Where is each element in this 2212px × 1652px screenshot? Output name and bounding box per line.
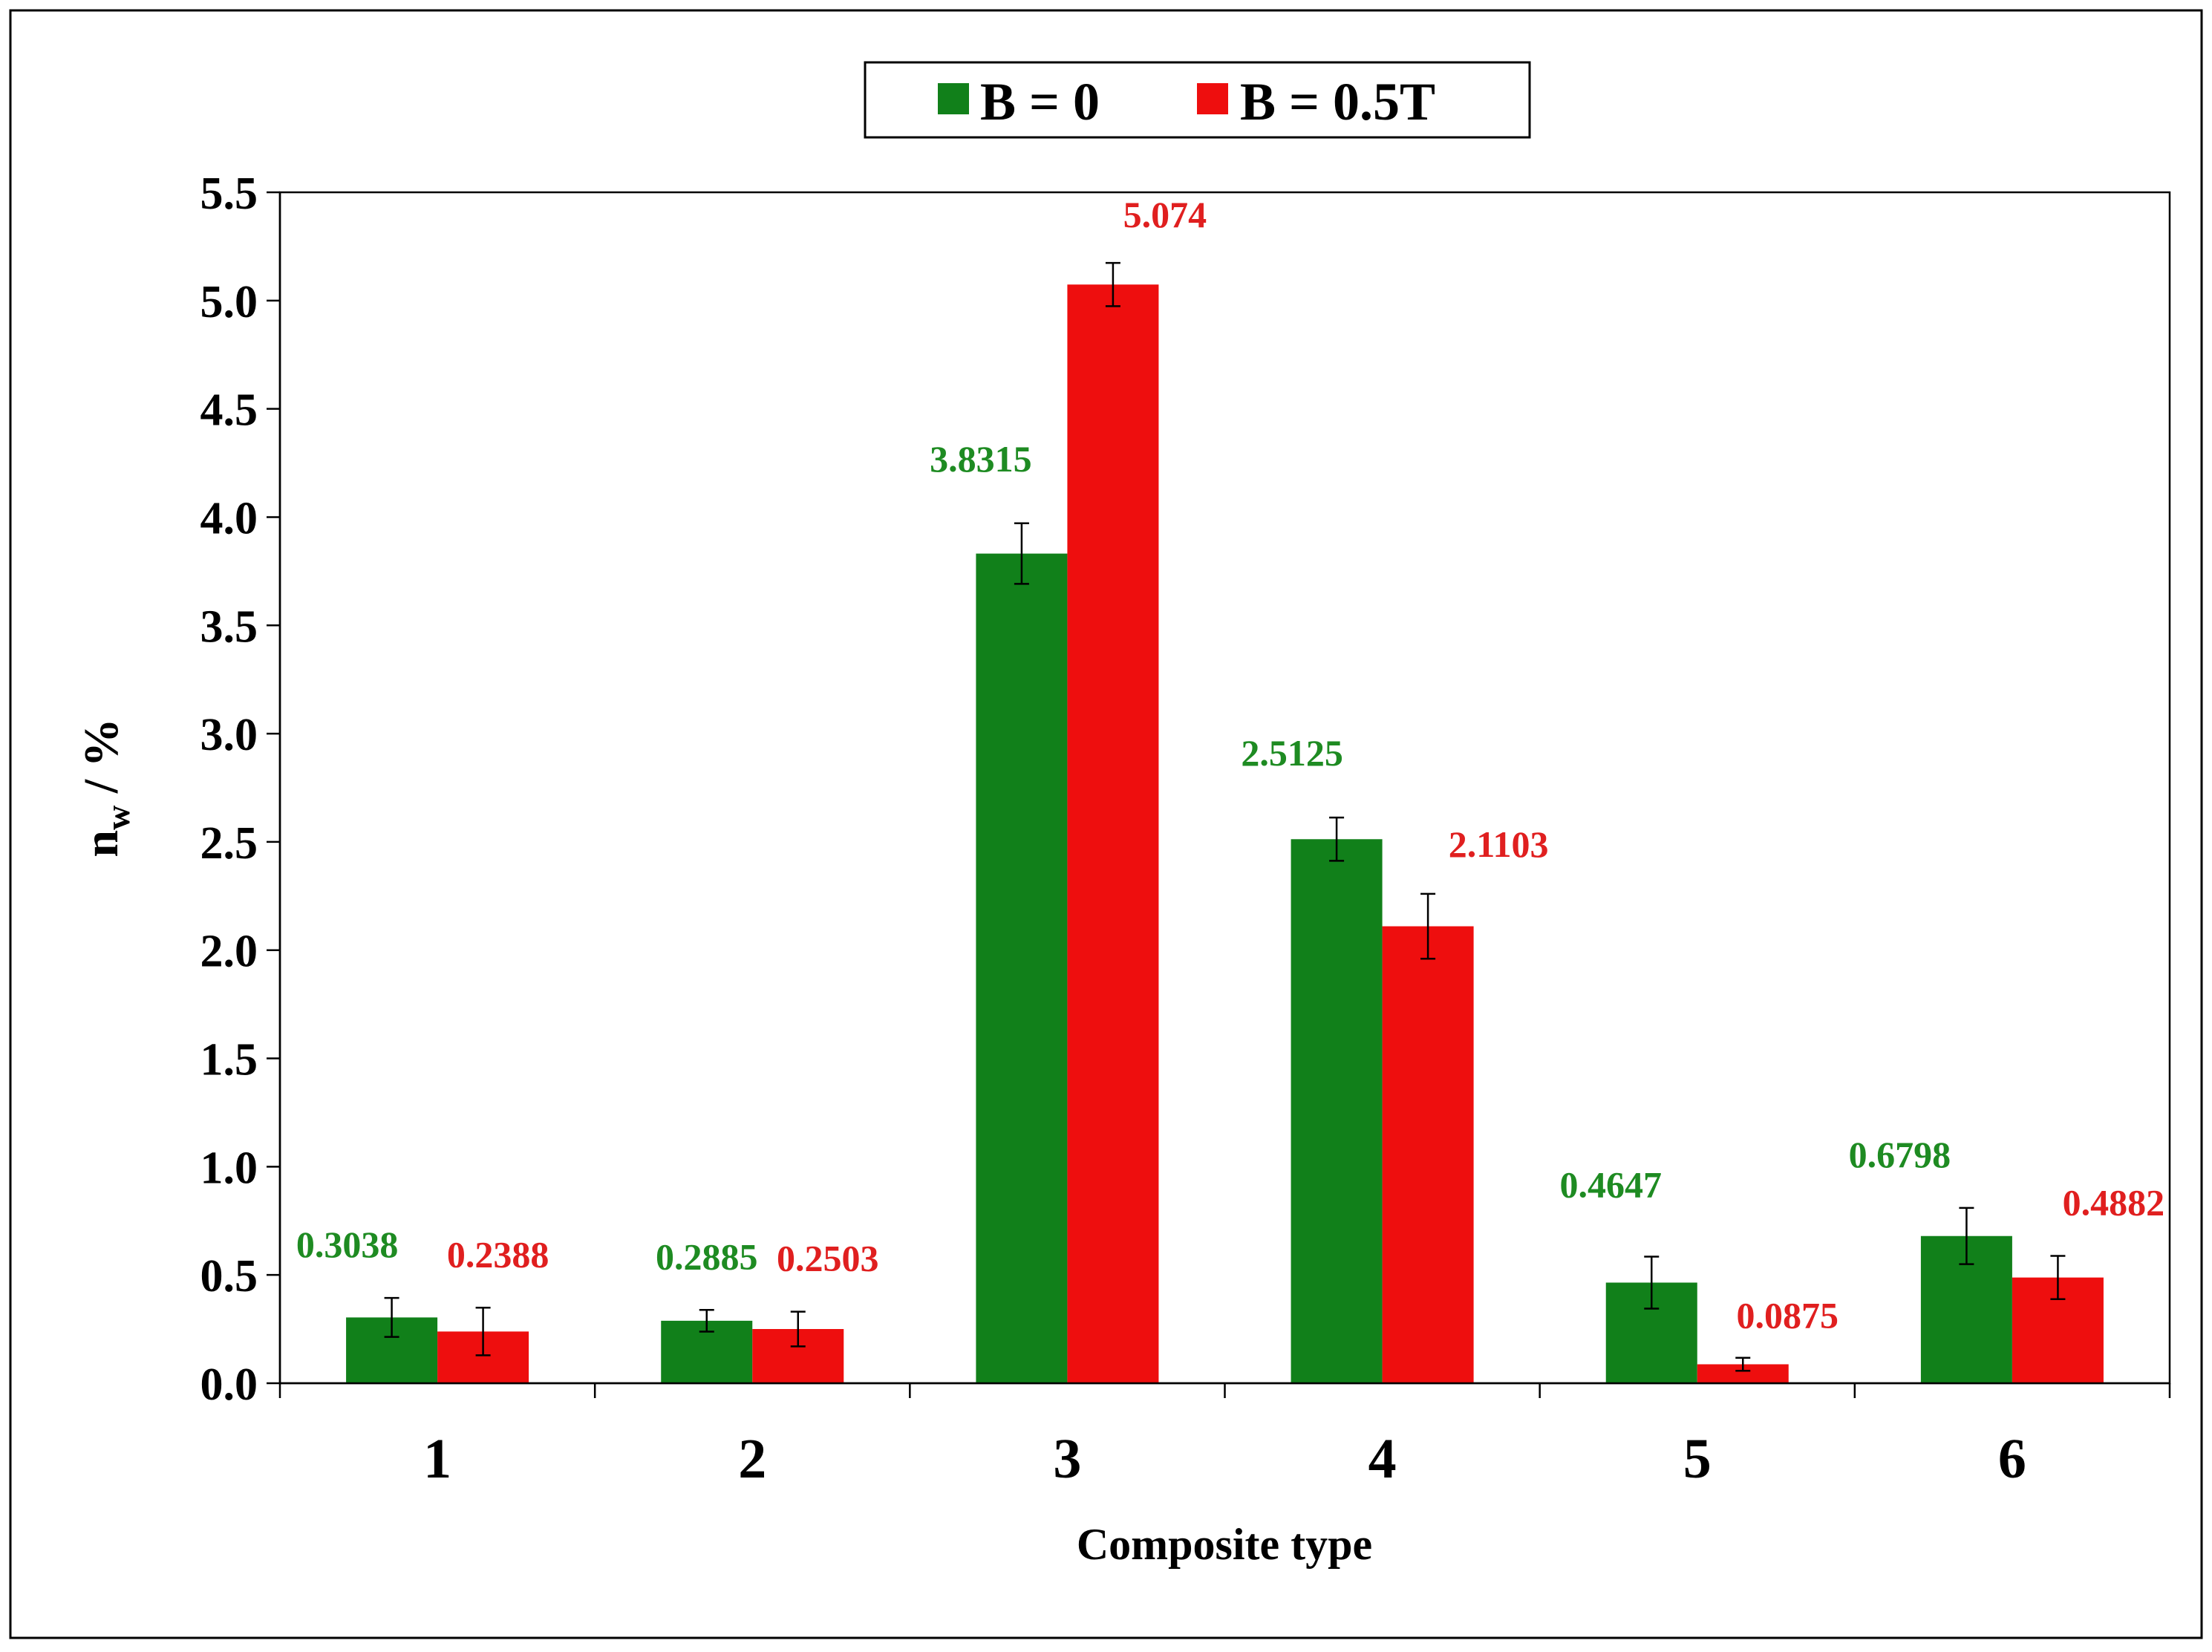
y-tick-label-6: 3.0 xyxy=(200,710,258,760)
data-label-s1-c2: 5.074 xyxy=(1123,194,1207,235)
data-label-s1-c0: 0.2388 xyxy=(447,1233,549,1275)
legend-label-1: B = 0.5T xyxy=(1240,72,1435,131)
x-tick-label-5: 6 xyxy=(1998,1428,2026,1490)
legend-label-0: B = 0 xyxy=(980,72,1100,131)
data-label-s0-c0: 0.3038 xyxy=(296,1224,399,1265)
y-tick-label-11: 5.5 xyxy=(200,169,258,219)
error-bars xyxy=(384,261,2066,1372)
y-axis: 0.0 0.5 1.0 1.5 2.0 2.5 3.0 3.5 4.0 4.5 5.0 5.5 xyxy=(200,169,281,1410)
y-tick-label-8: 4.0 xyxy=(200,493,258,543)
data-label-s0-c1: 0.2885 xyxy=(656,1235,758,1277)
y-tick-label-5: 2.5 xyxy=(200,818,258,869)
y-tick-label-9: 4.5 xyxy=(200,385,258,436)
y-axis-title-suffix: / % xyxy=(74,718,128,805)
y-tick-label-0: 0.0 xyxy=(200,1359,258,1410)
legend-swatch-0 xyxy=(938,83,969,114)
x-tick-label-0: 1 xyxy=(423,1428,451,1490)
data-label-s1-c3: 2.1103 xyxy=(1449,823,1549,865)
y-tick-label-7: 3.5 xyxy=(200,601,258,652)
y-tick-label-1: 0.5 xyxy=(200,1251,258,1302)
y-axis-title-sub: w xyxy=(99,806,137,830)
data-label-s1-c5: 0.4882 xyxy=(2063,1181,2165,1223)
y-tick-label-4: 2.0 xyxy=(200,927,258,977)
x-axis-title: Composite type xyxy=(1077,1520,1372,1569)
x-axis: 1 2 3 4 5 6 xyxy=(278,1382,2171,1490)
x-tick-label-4: 5 xyxy=(1683,1428,1712,1490)
legend-swatch-1 xyxy=(1197,83,1228,114)
x-tick-label-2: 3 xyxy=(1053,1428,1081,1490)
x-tick-label-3: 4 xyxy=(1368,1428,1397,1490)
data-label-s0-c5: 0.6798 xyxy=(1849,1134,1951,1175)
data-label-s0-c4: 0.4647 xyxy=(1559,1163,1662,1205)
data-label-s0-c2: 3.8315 xyxy=(930,438,1032,480)
y-tick-label-3: 1.5 xyxy=(200,1035,258,1085)
x-tick-label-1: 2 xyxy=(738,1428,766,1490)
y-axis-title: nw / % xyxy=(74,718,137,857)
legend: B = 0 B = 0.5T xyxy=(864,61,1531,139)
y-axis-title-main: n xyxy=(74,830,128,858)
plot-area xyxy=(278,191,2171,1385)
bars xyxy=(346,284,2104,1384)
data-labels: 0.3038 0.2885 3.8315 2.5125 0.4647 0.6798 0.23… xyxy=(296,194,2164,1336)
bar-s1-c2 xyxy=(1067,284,1159,1384)
bar-s0-c2 xyxy=(976,553,1068,1384)
data-label-s1-c1: 0.2503 xyxy=(777,1238,879,1279)
bar-s0-c3 xyxy=(1291,839,1383,1383)
data-label-s0-c3: 2.5125 xyxy=(1241,732,1343,774)
y-tick-label-10: 5.0 xyxy=(200,277,258,327)
y-tick-label-2: 1.0 xyxy=(200,1143,258,1193)
data-label-s1-c4: 0.0875 xyxy=(1737,1295,1839,1336)
bar-s1-c3 xyxy=(1382,926,1474,1383)
